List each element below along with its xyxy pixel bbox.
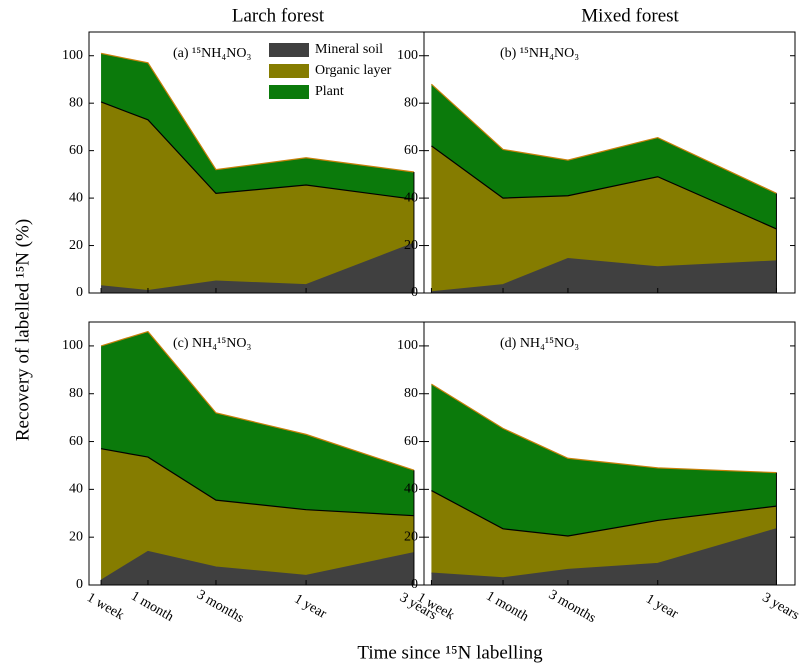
y-tick-label: 60 <box>404 143 418 158</box>
area <box>431 145 777 292</box>
x-tick-label: 1 week <box>84 590 126 623</box>
area-edge <box>100 52 415 173</box>
x-tick-label: 1 month <box>483 589 531 625</box>
area <box>101 331 414 516</box>
x-tick-label: 3 years <box>759 590 800 623</box>
column-title: Mixed forest <box>581 5 679 26</box>
area <box>431 384 777 536</box>
area-edge <box>100 330 415 471</box>
y-tick-label: 0 <box>411 285 418 300</box>
area <box>101 243 414 293</box>
y-tick-label: 100 <box>62 338 83 353</box>
y-tick-label: 100 <box>397 338 418 353</box>
x-tick-label: 1 month <box>128 589 176 625</box>
y-tick-label: 60 <box>69 434 83 449</box>
area-edge <box>100 242 415 292</box>
y-tick-label: 20 <box>69 529 83 544</box>
panel-title: (a) ¹⁵NH₄NO₃ <box>173 46 251 61</box>
area-edge <box>431 257 777 293</box>
column-title: Larch forest <box>232 5 325 26</box>
y-tick-label: 80 <box>69 95 83 110</box>
y-tick-label: 80 <box>69 386 83 401</box>
plot-frame <box>423 31 796 294</box>
area-edge <box>100 550 415 581</box>
x-tick-label: 1 year <box>291 592 329 622</box>
y-tick-label: 80 <box>404 386 418 401</box>
y-tick-label: 40 <box>404 482 418 497</box>
x-axis-label: Time since ¹⁵N labelling <box>357 642 543 663</box>
area-edge <box>100 101 415 200</box>
y-tick-label: 20 <box>404 238 418 253</box>
area <box>101 448 414 581</box>
y-tick-label: 100 <box>62 48 83 63</box>
y-tick-label: 0 <box>76 577 83 592</box>
y-tick-label: 40 <box>69 190 83 205</box>
y-tick-label: 80 <box>404 95 418 110</box>
y-tick-label: 20 <box>404 529 418 544</box>
panel-title: (d) NH₄¹⁵NO₃ <box>500 336 579 351</box>
x-tick-label: 1 year <box>643 592 681 622</box>
area <box>431 490 777 578</box>
area-edge <box>431 145 777 230</box>
legend-swatch <box>269 85 309 99</box>
area <box>101 53 414 200</box>
legend-label: Mineral soil <box>315 42 383 57</box>
y-tick-label: 60 <box>69 143 83 158</box>
y-tick-label: 100 <box>397 48 418 63</box>
area-edge <box>431 383 777 474</box>
area <box>431 84 777 229</box>
legend-label: Plant <box>315 84 344 99</box>
y-tick-label: 60 <box>404 434 418 449</box>
legend-swatch <box>269 43 309 57</box>
y-axis-label: Recovery of labelled ¹⁵N (%) <box>12 219 33 441</box>
y-tick-label: 0 <box>411 577 418 592</box>
plot-frame <box>423 321 796 586</box>
x-tick-label: 3 months <box>546 587 598 626</box>
area <box>101 551 414 585</box>
y-tick-label: 40 <box>404 190 418 205</box>
area-edge <box>431 83 777 194</box>
area <box>101 101 414 291</box>
x-tick-label: 3 months <box>194 587 246 626</box>
y-tick-label: 0 <box>76 285 83 300</box>
area-edge <box>100 448 414 517</box>
area-edge <box>431 490 777 537</box>
legend-swatch <box>269 64 309 78</box>
legend-label: Organic layer <box>315 63 392 78</box>
panel-title: (c) NH₄¹⁵NO₃ <box>173 336 251 351</box>
area-edge <box>431 528 777 579</box>
y-tick-label: 20 <box>69 238 83 253</box>
area <box>431 258 777 293</box>
x-tick-label: 1 week <box>414 590 456 623</box>
area <box>431 528 777 585</box>
panel-title: (b) ¹⁵NH₄NO₃ <box>500 46 579 61</box>
y-tick-label: 40 <box>69 482 83 497</box>
